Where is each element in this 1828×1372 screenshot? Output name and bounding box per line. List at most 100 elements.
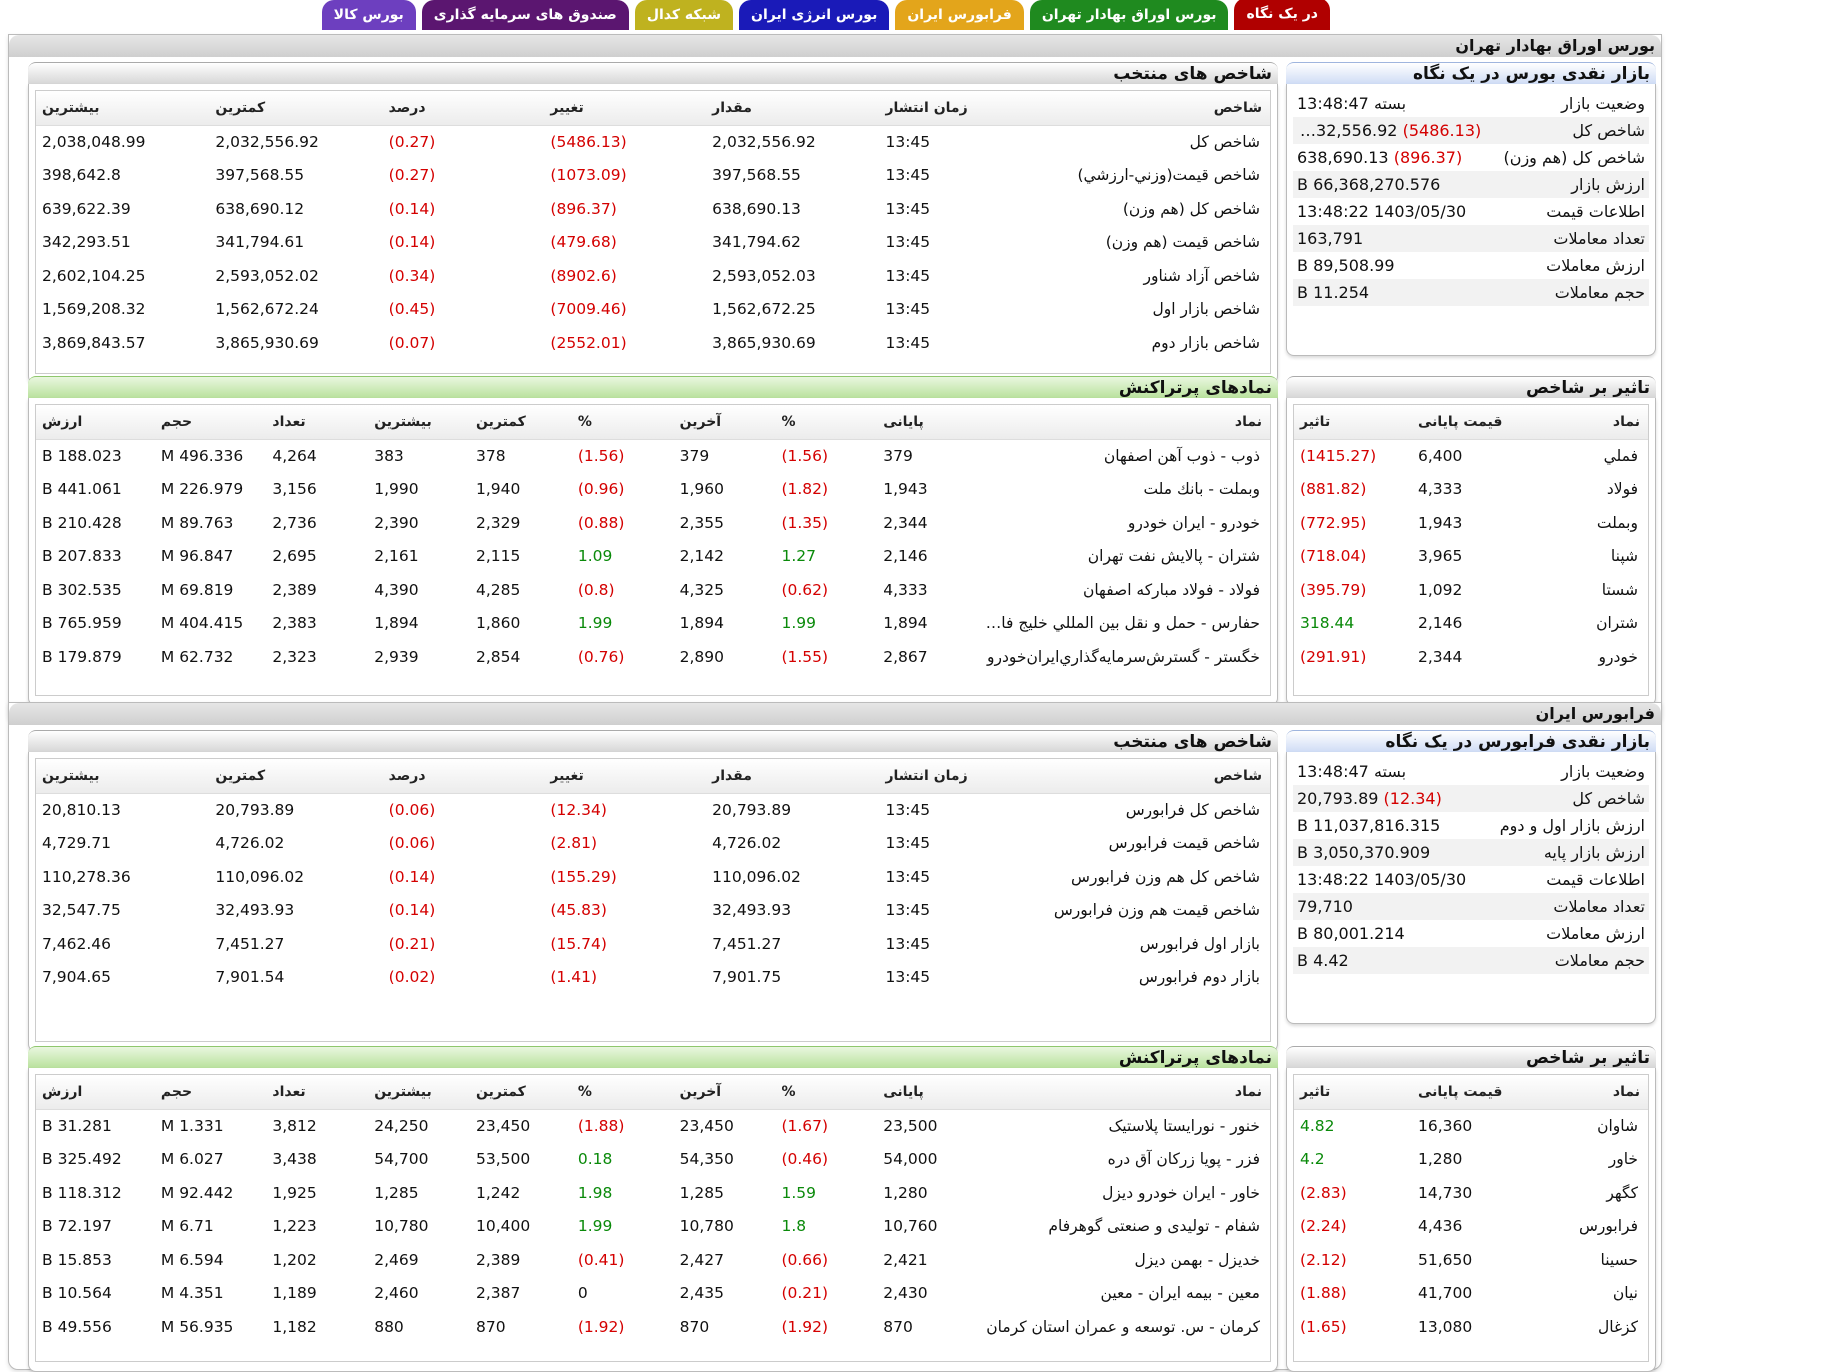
column-header[interactable]: نماد (979, 405, 1270, 440)
table-row[interactable]: شاخص قيمت هم وزن فرابورس 13:45 32,493.93 (4… (36, 894, 1270, 928)
table-row[interactable]: خنور - نورايستا پلاستيک 23,500 (1.67) 23,45… (36, 1109, 1270, 1143)
column-header[interactable]: زمان انتشار (879, 759, 1039, 794)
table-row[interactable]: شاخص كل 13:45 2,032,556.92 (5486.13) (0.27) 2… (36, 125, 1270, 159)
column-header[interactable]: تعداد (266, 405, 369, 440)
tab-6[interactable]: بورس کالا (321, 0, 416, 30)
table-row[interactable]: ذوب - ذوب آهن اصفهان 379 (1.56) 379 (1.56) 37… (36, 439, 1270, 473)
table-row[interactable]: شاخص كل هم وزن فرابورس 13:45 110,096.02 (15… (36, 860, 1270, 894)
column-header[interactable]: حجم (154, 405, 267, 440)
row-name[interactable]: شاوان (1597, 1117, 1638, 1135)
column-header[interactable]: نماد (1530, 1075, 1648, 1110)
tab-2[interactable]: فرابورس ایران (895, 0, 1024, 30)
column-header[interactable]: تغییر (544, 91, 707, 126)
table-row[interactable]: معين - بيمه ايران - معين 2,430 (0.21) 2,435… (36, 1277, 1270, 1311)
table-row[interactable]: خودرو 2,344 (291.91) (1294, 640, 1648, 674)
column-header[interactable]: نماد (979, 1075, 1270, 1110)
column-header[interactable]: آخرین (673, 405, 776, 440)
row-name[interactable]: خگستر - گسترش‌سرمايه‌گذاري‌ايران‌خودرو (987, 647, 1260, 666)
row-name[interactable]: فولاد - فولاد مباركه اصفهان (1082, 580, 1260, 599)
table-row[interactable]: شتران 2,146 318.44 (1294, 607, 1648, 641)
column-header[interactable]: شاخص (1038, 759, 1270, 794)
table-row[interactable]: فرابورس 4,436 (2.24) (1294, 1210, 1648, 1244)
table-row[interactable]: حفارس - حمل و نقل بين المللي خليج فارس 1,… (36, 607, 1270, 641)
tab-5[interactable]: صندوق های سرمایه گذاری (421, 0, 629, 30)
table-row[interactable]: خاور 1,280 4.2 (1294, 1143, 1648, 1177)
row-name[interactable]: كرمان - س. توسعه و عمران استان كرمان (986, 1317, 1260, 1336)
table-row[interactable]: فولاد 4,333 (881.82) (1294, 473, 1648, 507)
table-row[interactable]: شفام - توليدی و صنعتی گوهرفام 10,760 1.8 10… (36, 1210, 1270, 1244)
table-row[interactable]: خاور - ايران خودرو ديزل 1,280 1.59 1,285 1.9… (36, 1176, 1270, 1210)
column-header[interactable]: کمترین (209, 91, 383, 126)
row-name[interactable]: فملي (1603, 447, 1638, 465)
tab-1[interactable]: بورس اوراق بهادار تهران (1029, 0, 1229, 30)
column-header[interactable]: بیشترین (368, 1075, 471, 1110)
row-name[interactable]: حسينا (1600, 1250, 1639, 1269)
table-row[interactable]: شاخص كل (هم وزن) 13:45 638,690.13 (896.37) (… (36, 192, 1270, 226)
table-row[interactable]: شپنا 3,965 (718.04) (1294, 540, 1648, 574)
column-header[interactable]: کمترین (209, 759, 383, 794)
table-row[interactable]: فزر - پويا زركان آق دره 54,000 (0.46) 54,35… (36, 1143, 1270, 1177)
column-header[interactable]: زمان انتشار (879, 91, 1039, 126)
row-name[interactable]: كگهر (1606, 1183, 1638, 1202)
column-header[interactable]: آخرین (673, 1075, 776, 1110)
table-row[interactable]: خگستر - گسترش‌سرمايه‌گذاري‌ايران‌خودرو 2,… (36, 640, 1270, 674)
table-row[interactable]: شاوان 16,360 4.82 (1294, 1109, 1648, 1143)
row-name[interactable]: خاور - ايران خودرو ديزل (1102, 1183, 1260, 1202)
table-row[interactable]: وبملت 1,943 (772.95) (1294, 506, 1648, 540)
column-header[interactable]: پایانی (877, 1075, 980, 1110)
column-header[interactable]: بیشترین (36, 91, 210, 126)
row-name[interactable]: فولاد (1606, 480, 1638, 499)
row-name[interactable]: معين - بيمه ايران - معين (1100, 1284, 1260, 1303)
row-name[interactable]: شتران (1596, 614, 1638, 633)
column-header[interactable]: کمترین (470, 405, 572, 440)
column-header[interactable]: تاثیر (1294, 1075, 1412, 1110)
column-header[interactable]: تاثیر (1294, 405, 1412, 440)
row-name[interactable]: خاور (1608, 1150, 1638, 1169)
column-header[interactable]: شاخص (1038, 91, 1270, 126)
column-header[interactable]: % (571, 405, 674, 440)
tab-3[interactable]: بورس انرژی ایران (739, 0, 890, 30)
row-name[interactable]: وبملت (1596, 513, 1638, 532)
column-header[interactable]: تعداد (266, 1075, 369, 1110)
table-row[interactable]: حسينا 51,650 (2.12) (1294, 1243, 1648, 1277)
table-row[interactable]: شاخص قيمت فرابورس 13:45 4,726.02 (2.81) (0.0… (36, 827, 1270, 861)
table-row[interactable]: شاخص قيمت (هم وزن) 13:45 341,794.62 (479.68… (36, 226, 1270, 260)
table-row[interactable]: كزغال 13,080 (1.65) (1294, 1310, 1648, 1344)
column-header[interactable]: % (775, 405, 878, 440)
table-row[interactable]: خديزل - بهمن ديزل 2,421 (0.66) 2,427 (0.41) 2… (36, 1243, 1270, 1277)
column-header[interactable]: پایانی (877, 405, 980, 440)
table-row[interactable]: شاخص كل فرابورس 13:45 20,793.89 (12.34) (0.0… (36, 793, 1270, 827)
tab-4[interactable]: شبکه کدال (634, 0, 733, 30)
column-header[interactable]: کمترین (470, 1075, 572, 1110)
table-row[interactable]: خودرو - ايران خودرو 2,344 (1.35) 2,355 (0.88… (36, 506, 1270, 540)
row-name[interactable]: ذوب - ذوب آهن اصفهان (1103, 447, 1260, 465)
row-name[interactable]: فزر - پويا زركان آق دره (1107, 1150, 1260, 1169)
column-header[interactable]: حجم (154, 1075, 267, 1110)
column-header[interactable]: بیشترین (36, 759, 210, 794)
table-row[interactable]: فملي 6,400 (1415.27) (1294, 439, 1648, 473)
row-name[interactable]: شستا (1601, 580, 1638, 599)
row-name[interactable]: فرابورس (1579, 1217, 1638, 1236)
table-row[interactable]: بازار دوم فرابورس 13:45 7,901.75 (1.41) (0.0… (36, 961, 1270, 995)
column-header[interactable]: نماد (1530, 405, 1648, 440)
table-row[interactable]: وبملت - بانك ملت 1,943 (1.82) 1,960 (0.96) 1,… (36, 473, 1270, 507)
column-header[interactable]: قیمت پایانی (1412, 1075, 1530, 1110)
row-name[interactable]: كزغال (1597, 1317, 1638, 1336)
row-name[interactable]: شپنا (1610, 547, 1638, 566)
column-header[interactable]: بیشترین (368, 405, 471, 440)
column-header[interactable]: مقدار (706, 91, 880, 126)
table-row[interactable]: فولاد - فولاد مباركه اصفهان 4,333 (0.62) 4,… (36, 573, 1270, 607)
column-header[interactable]: درصد (382, 91, 545, 126)
row-name[interactable]: شتران - پالايش نفت تهران (1087, 547, 1260, 566)
row-name[interactable]: شفام - توليدی و صنعتی گوهرفام (1048, 1217, 1260, 1236)
table-row[interactable]: شاخص قيمت(وزني-ارزشي) 13:45 397,568.55 (107… (36, 159, 1270, 193)
table-row[interactable]: شتران - پالايش نفت تهران 2,146 1.27 2,142 1.… (36, 540, 1270, 574)
row-name[interactable]: خديزل - بهمن ديزل (1134, 1250, 1260, 1269)
table-row[interactable]: نيان 41,700 (1.88) (1294, 1277, 1648, 1311)
row-name[interactable]: خودرو (1598, 647, 1638, 666)
table-row[interactable]: بازار اول فرابورس 13:45 7,451.27 (15.74) (0.… (36, 927, 1270, 961)
table-row[interactable]: كرمان - س. توسعه و عمران استان كرمان 870 (… (36, 1310, 1270, 1344)
table-row[interactable]: كگهر 14,730 (2.83) (1294, 1176, 1648, 1210)
table-row[interactable]: شاخص آزاد شناور 13:45 2,593,052.03 (8902.6)… (36, 259, 1270, 293)
column-header[interactable]: درصد (382, 759, 545, 794)
